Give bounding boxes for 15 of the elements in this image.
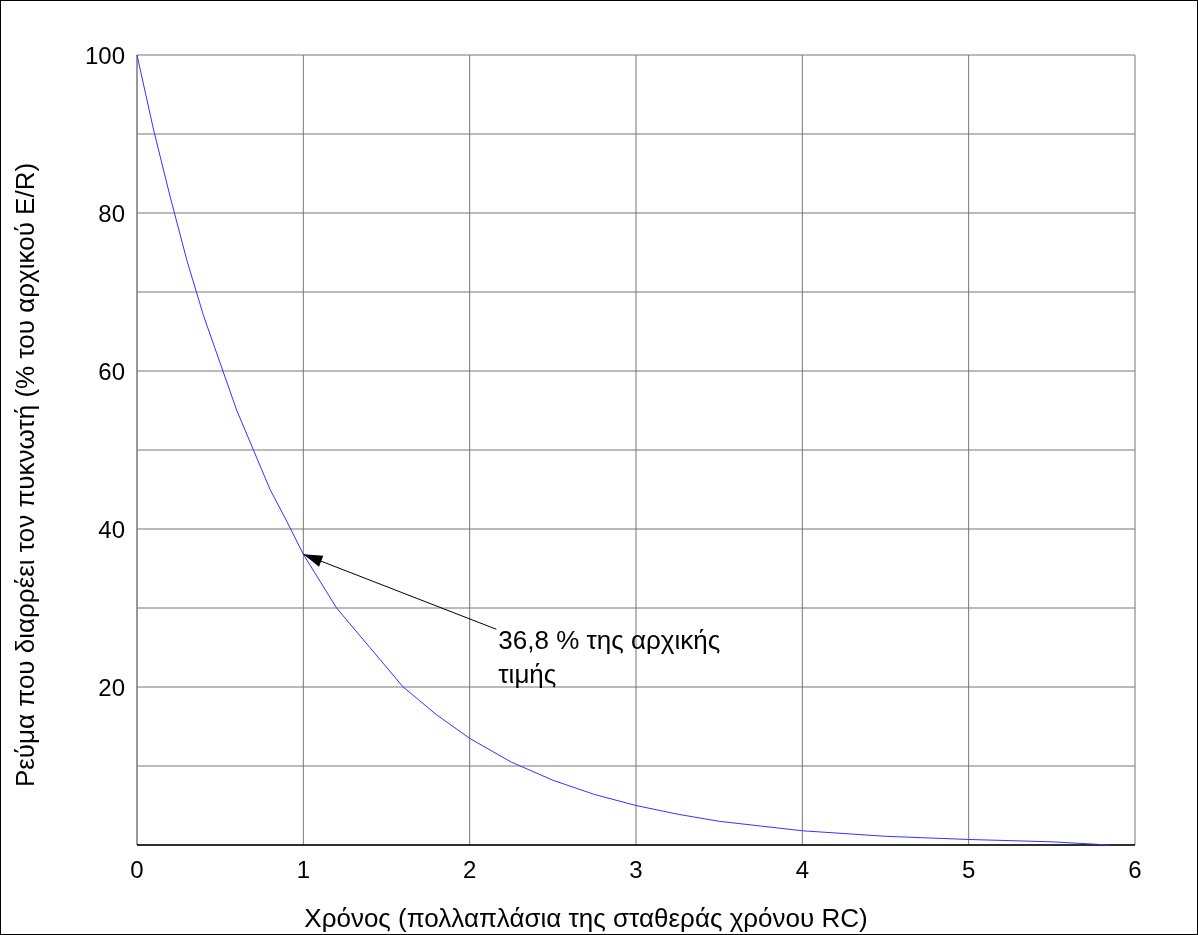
x-tick-label: 4 bbox=[795, 856, 810, 883]
x-tick-label: 3 bbox=[629, 856, 643, 883]
x-tick-label: 2 bbox=[462, 856, 477, 883]
x-tick-label: 6 bbox=[1128, 856, 1142, 883]
y-tick-label: 40 bbox=[98, 516, 125, 543]
y-tick-label: 100 bbox=[84, 42, 125, 69]
y-tick-label: 80 bbox=[98, 200, 125, 227]
y-axis-title: Ρεύμα που διαρρέει τον πυκνωτή (% του αρχικού E/R) bbox=[10, 162, 40, 788]
x-tick-label: 0 bbox=[130, 856, 144, 883]
y-tick-label: 60 bbox=[98, 358, 125, 385]
annotation: 36,8 % της αρχικής τιμής bbox=[498, 625, 721, 690]
x-tick-label: 5 bbox=[961, 856, 976, 883]
x-tick-label: 1 bbox=[296, 856, 311, 883]
y-tick-label: 20 bbox=[98, 674, 125, 701]
x-axis-title: Χρόνος (πολλαπλάσια της σταθεράς χρόνου RC) bbox=[304, 903, 868, 933]
